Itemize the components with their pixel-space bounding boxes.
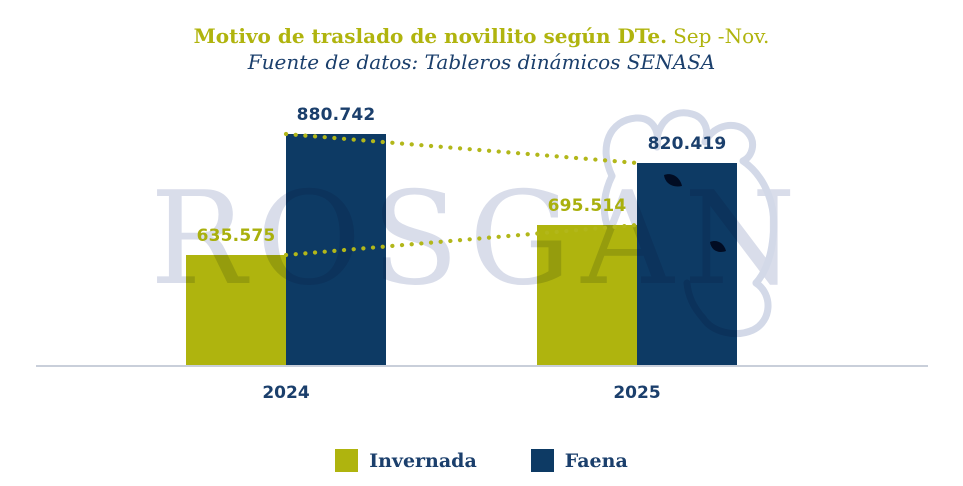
- x-axis-label-2024: 2024: [262, 383, 310, 403]
- legend-swatch-invernada: [335, 449, 359, 472]
- value-label-faena-2024: 880.742: [296, 105, 376, 125]
- value-label-invernada-2025: 695.514: [547, 196, 627, 216]
- chart-title-main: Motivo de traslado de novillito según DT…: [193, 24, 668, 48]
- chart-title: Motivo de traslado de novillito según DT…: [0, 24, 963, 48]
- legend-item-invernada: Invernada: [335, 449, 477, 472]
- bar-invernada-2025: [537, 225, 637, 366]
- trend-line-faena: [283, 131, 640, 166]
- legend: Invernada Faena: [0, 449, 963, 472]
- chart-subtitle: Fuente de datos: Tableros dinámicos SENA…: [247, 50, 716, 74]
- x-axis-label-2025: 2025: [613, 383, 661, 403]
- x-axis-line: [36, 365, 928, 367]
- chart-title-period: Sep -Nov.: [673, 24, 770, 48]
- legend-label-faena: Faena: [564, 449, 628, 472]
- legend-label-invernada: Invernada: [369, 449, 477, 472]
- bar-invernada-2024: [186, 255, 286, 366]
- legend-swatch-faena: [530, 449, 554, 472]
- value-label-invernada-2024: 635.575: [196, 226, 276, 246]
- legend-item-faena: Faena: [530, 449, 628, 472]
- value-label-faena-2025: 820.419: [647, 134, 727, 154]
- trend-line-invernada: [283, 222, 640, 258]
